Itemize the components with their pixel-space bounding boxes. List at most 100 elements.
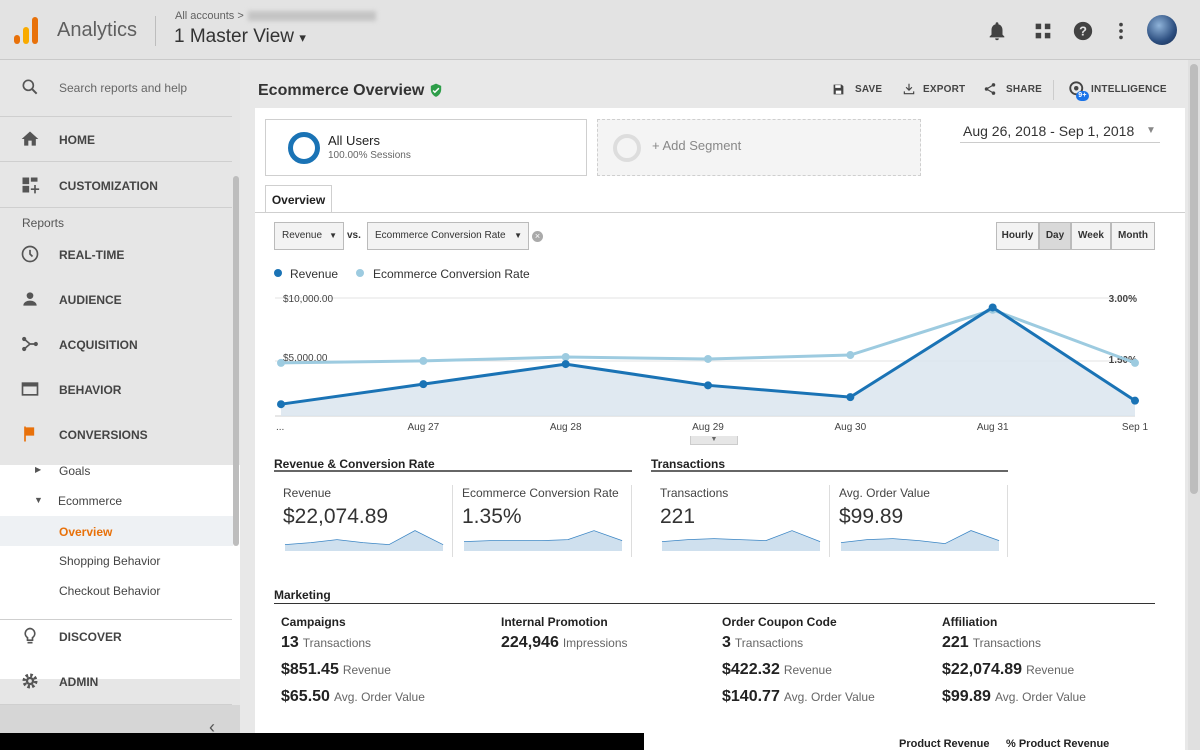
x-tick-label: Aug 29 xyxy=(692,422,724,433)
marketing-unit: Avg. Order Value xyxy=(783,690,875,704)
page-scrollbar[interactable] xyxy=(1188,60,1200,750)
redacted-account-name xyxy=(247,11,376,22)
sparkline xyxy=(463,530,623,551)
marketing-unit: Revenue xyxy=(342,663,391,677)
remove-comparison-icon[interactable]: × xyxy=(532,231,543,242)
collapse-sidebar-icon[interactable]: ‹ xyxy=(209,717,215,737)
svg-text:?: ? xyxy=(1079,24,1087,39)
chart-resize-handle[interactable]: ▼ xyxy=(690,436,738,445)
dropdown-arrow-icon: ▼ xyxy=(329,231,337,240)
nav-audience[interactable]: AUDIENCE xyxy=(0,289,240,311)
view-selector[interactable]: 1 Master View ▾ xyxy=(174,26,306,48)
granularity-day[interactable]: Day xyxy=(1039,222,1071,250)
nav-shopping-behavior[interactable]: Shopping Behavior xyxy=(0,554,240,570)
y-right-tick-label: 3.00% xyxy=(1109,294,1137,305)
metric-transactions[interactable]: Transactions 221 xyxy=(660,485,821,557)
segment-all-users[interactable]: All Users 100.00% Sessions xyxy=(265,119,587,176)
search-reports[interactable]: Search reports and help xyxy=(0,77,240,99)
bell-icon[interactable] xyxy=(986,20,1008,42)
intelligence-badge: 9+ xyxy=(1076,91,1089,101)
product-revenue-header[interactable]: Product Revenue xyxy=(899,738,990,750)
help-icon[interactable]: ? xyxy=(1072,20,1094,42)
avatar[interactable] xyxy=(1147,15,1177,45)
nav-ecommerce-label: Ecommerce xyxy=(58,494,123,508)
metric-value: $99.89 xyxy=(839,505,904,528)
metric-revenue[interactable]: Revenue $22,074.89 xyxy=(283,485,444,557)
more-vert-icon[interactable] xyxy=(1110,20,1132,42)
nav-discover[interactable]: DISCOVER xyxy=(0,626,240,648)
breadcrumb-root[interactable]: All accounts xyxy=(175,10,235,22)
marketing-campaigns-heading[interactable]: Campaigns xyxy=(281,615,346,629)
nav-checkout-behavior[interactable]: Checkout Behavior xyxy=(0,584,240,600)
search-input[interactable]: Search reports and help xyxy=(59,81,188,95)
nav-realtime-label: REAL-TIME xyxy=(59,248,125,262)
nav-discover-label: DISCOVER xyxy=(59,630,122,644)
nav-acquisition[interactable]: ACQUISITION xyxy=(0,334,240,356)
divider xyxy=(0,619,232,620)
marketing-row: $851.45 Revenue xyxy=(281,661,391,679)
redaction-bar xyxy=(0,733,644,750)
divider xyxy=(1007,485,1008,557)
line-chart[interactable]: $10,000.00 $5,000.00 3.00% 1.50%... Aug 27 Au… xyxy=(270,288,1155,438)
marketing-internal-promotion-heading[interactable]: Internal Promotion xyxy=(501,615,608,629)
page-title: Ecommerce Overview xyxy=(258,82,442,100)
nav-realtime[interactable]: REAL-TIME xyxy=(0,244,240,266)
marketing-value: 224,946 xyxy=(501,634,559,651)
sidebar-scrollbar[interactable] xyxy=(233,176,239,546)
metric1-select[interactable]: Revenue ▼ xyxy=(274,222,344,250)
legend-conv-dot xyxy=(356,269,364,277)
x-tick-label: Aug 31 xyxy=(977,422,1009,433)
y-left-tick-label: $5,000.00 xyxy=(283,353,328,364)
vs-label: vs. xyxy=(347,230,361,241)
point-conversion-rate xyxy=(561,353,570,361)
date-range-picker[interactable]: Aug 26, 2018 - Sep 1, 2018 ▼ xyxy=(960,121,1160,143)
point-revenue xyxy=(846,393,855,402)
marketing-unit: Revenue xyxy=(1026,663,1075,677)
x-tick-label: ... xyxy=(276,422,284,433)
sparkline xyxy=(840,530,1000,551)
granularity-month[interactable]: Month xyxy=(1111,222,1155,250)
metric2-select[interactable]: Ecommerce Conversion Rate ▼ xyxy=(367,222,529,250)
nav-ecommerce-overview[interactable]: Overview xyxy=(0,516,233,546)
page-title-text: Ecommerce Overview xyxy=(258,82,425,99)
lightbulb-icon xyxy=(24,627,36,644)
x-tick-label: Aug 27 xyxy=(407,422,439,433)
nav-goals[interactable]: ▶ Goals xyxy=(0,464,240,480)
add-segment-label: + Add Segment xyxy=(652,138,742,153)
reports-heading: Reports xyxy=(0,216,240,232)
analytics-logo-icon[interactable] xyxy=(14,16,40,44)
breadcrumb[interactable]: All accounts > xyxy=(175,10,376,22)
add-segment[interactable]: + Add Segment xyxy=(597,119,921,176)
granularity-hourly[interactable]: Hourly xyxy=(996,222,1039,250)
granularity-week[interactable]: Week xyxy=(1071,222,1111,250)
marketing-row: $99.89 Avg. Order Value xyxy=(942,688,1086,706)
point-conversion-rate xyxy=(1131,358,1139,367)
nav-conversions-label: CONVERSIONS xyxy=(59,428,148,442)
apps-grid-icon[interactable] xyxy=(1032,20,1054,42)
nav-home[interactable]: HOME xyxy=(0,129,240,151)
metric-avg-order-value[interactable]: Avg. Order Value $99.89 xyxy=(839,485,1000,557)
tab-overview[interactable]: Overview xyxy=(265,185,332,213)
nav-shopping-behavior-label: Shopping Behavior xyxy=(59,554,161,568)
marketing-affiliation-heading[interactable]: Affiliation xyxy=(942,615,998,629)
nav-admin[interactable]: ADMIN xyxy=(0,671,240,693)
marketing-coupon-heading[interactable]: Order Coupon Code xyxy=(722,615,837,629)
legend-revenue[interactable]: Revenue xyxy=(290,267,339,281)
point-conversion-rate xyxy=(419,356,428,365)
x-tick-label: Aug 28 xyxy=(550,422,582,433)
metric-label: Transactions xyxy=(660,486,729,500)
date-range-label: Aug 26, 2018 - Sep 1, 2018 xyxy=(963,123,1135,139)
legend-conversion-rate[interactable]: Ecommerce Conversion Rate xyxy=(373,267,530,281)
pct-product-revenue-header[interactable]: % Product Revenue xyxy=(1006,738,1110,750)
metric-conversion-rate[interactable]: Ecommerce Conversion Rate 1.35% xyxy=(462,485,623,557)
nav-customization[interactable]: CUSTOMIZATION xyxy=(0,175,240,197)
nav-conversions[interactable]: CONVERSIONS xyxy=(0,424,240,446)
marketing-row: $65.50 Avg. Order Value xyxy=(281,688,425,706)
marketing-value: 221 xyxy=(942,634,969,651)
marketing-row: $422.32 Revenue xyxy=(722,661,832,679)
marketing-row: 224,946 Impressions xyxy=(501,634,628,652)
search-icon xyxy=(22,79,38,95)
share-label: SHARE xyxy=(1006,84,1043,95)
nav-behavior[interactable]: BEHAVIOR xyxy=(0,379,240,401)
nav-ecommerce[interactable]: ▼ Ecommerce xyxy=(0,494,240,510)
